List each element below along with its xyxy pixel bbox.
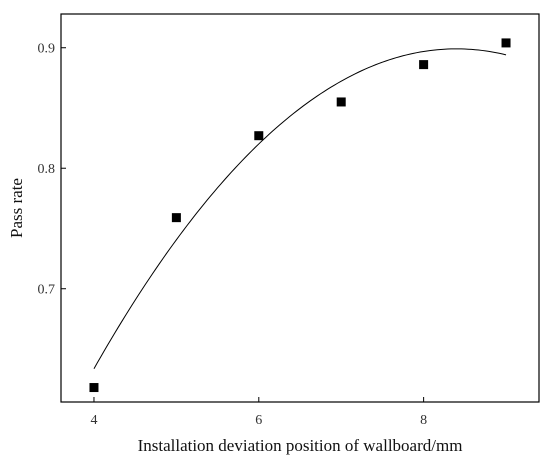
x-tick-label-4: 4 <box>90 413 97 428</box>
x-tick-label-8: 8 <box>420 413 427 428</box>
fit-curve <box>93 48 507 369</box>
data-point-3 <box>254 131 264 141</box>
data-point-6 <box>501 38 511 48</box>
tick-labels: 4 6 8 0.7 0.8 0.9 <box>38 42 428 428</box>
data-points <box>89 38 511 393</box>
data-point-2 <box>171 213 181 223</box>
data-point-4 <box>336 97 346 107</box>
y-tick-label-2: 0.9 <box>38 42 56 57</box>
data-point-5 <box>419 60 429 70</box>
x-axis-title: Installation deviation position of wallb… <box>138 436 463 455</box>
x-tick-label-6: 6 <box>255 413 262 428</box>
y-tick-label-1: 0.8 <box>38 162 56 177</box>
tick-marks <box>61 47 425 402</box>
plot-frame <box>60 13 540 403</box>
y-axis-title: Pass rate <box>7 178 26 238</box>
y-tick-label-0: 0.7 <box>38 283 56 298</box>
data-point-1 <box>89 383 99 393</box>
